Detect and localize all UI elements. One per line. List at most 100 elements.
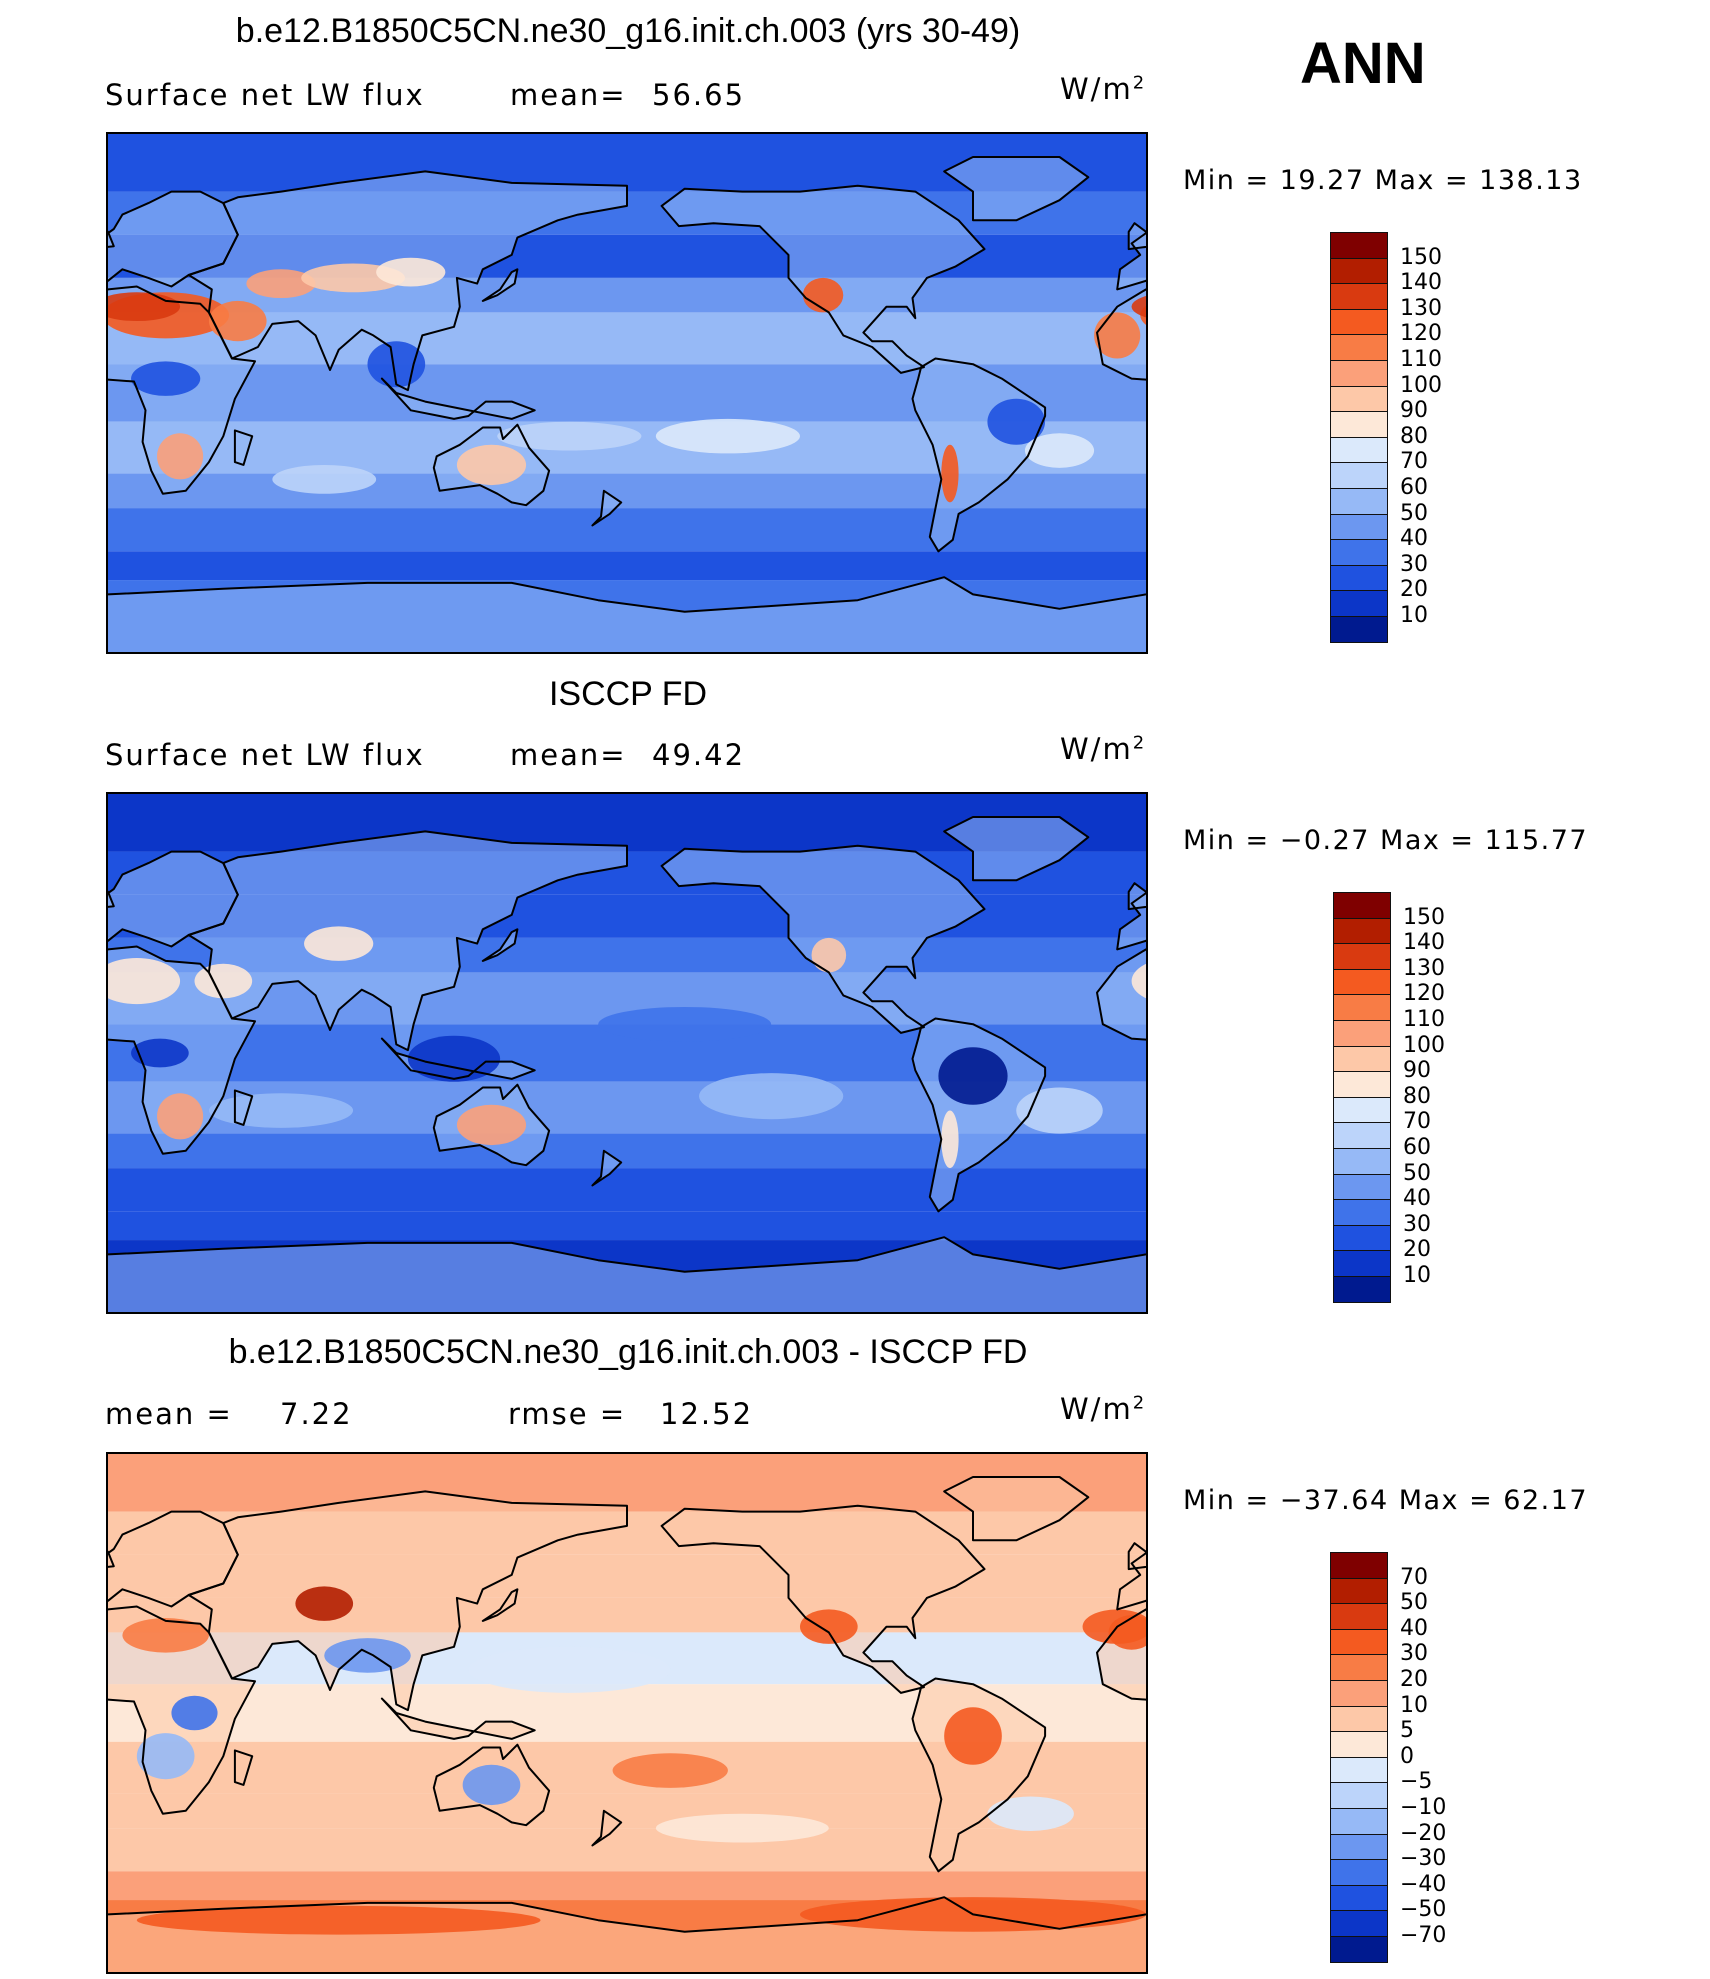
colorbar-tick-label: 0 <box>1400 1743 1414 1769</box>
colorbar-swatch <box>1330 1628 1388 1656</box>
field-feature <box>462 1764 521 1806</box>
colorbar-tick-label: 70 <box>1400 1564 1428 1590</box>
season-label: ANN <box>1300 31 1426 96</box>
mean-value: 7.22 <box>280 1397 353 1431</box>
field-feature <box>699 1073 844 1120</box>
mean-label: mean= <box>510 738 627 772</box>
field-feature <box>456 1104 527 1146</box>
colorbar-tick-label: 130 <box>1400 295 1442 321</box>
field-feature <box>136 1905 541 1935</box>
coastlines <box>108 816 1146 1273</box>
colorbar-swatch <box>1330 257 1388 285</box>
colorbar-tick-label: 5 <box>1400 1718 1414 1744</box>
field-feature <box>938 1047 1008 1105</box>
field-feature <box>157 433 204 480</box>
units-label: W/m2 <box>1060 72 1146 106</box>
colorbar-swatch <box>1333 892 1391 919</box>
colorbar-tick-label: −10 <box>1400 1795 1447 1820</box>
field-feature <box>598 1006 772 1042</box>
colorbar-swatch <box>1330 308 1388 336</box>
colorbar-tick-label: 50 <box>1403 1160 1431 1186</box>
map-obs <box>106 792 1148 1314</box>
colorbar-swatch <box>1330 1552 1388 1579</box>
colorbar-tick-label: 80 <box>1400 423 1428 449</box>
colorbar-tick-label: 140 <box>1400 270 1442 296</box>
units-label: W/m2 <box>1060 732 1146 766</box>
coastlines <box>108 1476 1146 1933</box>
map-diff <box>106 1452 1148 1974</box>
colorbar-swatch <box>1333 1020 1391 1047</box>
field-band <box>108 1828 1146 1872</box>
field-feature <box>272 464 377 494</box>
colorbar-swatch <box>1330 385 1388 413</box>
colorbar-swatch <box>1333 1199 1391 1226</box>
colorbar-tick-label: −20 <box>1400 1820 1447 1846</box>
colorbar-swatch <box>1330 1936 1388 1963</box>
field-band <box>108 508 1146 552</box>
colorbar-diff: 70 50 40 30 20 10 5 0 −5 −10 −20 −30 −40 −50 −70 <box>1330 1552 1490 1963</box>
field-feature <box>246 269 316 299</box>
field-feature <box>456 444 527 486</box>
range-text: Min = −0.27 Max = 115.77 <box>1183 825 1589 856</box>
rmse-label: rmse = <box>508 1397 627 1431</box>
units-text: W/m <box>1060 72 1133 106</box>
colorbar-swatch <box>1333 917 1391 945</box>
colorbar-tick-label: 10 <box>1403 1263 1431 1288</box>
map-model <box>106 132 1148 654</box>
colorbar-obs: 150 140 130 120 110 100 90 80 70 60 50 40 30 20 10 <box>1333 892 1493 1303</box>
field-feature <box>1094 312 1141 359</box>
colorbar-swatch <box>1330 1884 1388 1912</box>
units-sup: 2 <box>1132 1392 1147 1414</box>
colorbar-tick-label: 90 <box>1403 1058 1431 1084</box>
colorbar-swatch <box>1333 1250 1391 1277</box>
colorbar-tick-label: −5 <box>1400 1769 1433 1795</box>
colorbar-swatch <box>1330 1680 1388 1707</box>
field-feature <box>376 257 446 287</box>
field-band <box>108 1168 1146 1212</box>
field-feature <box>108 958 181 1005</box>
colorbar-swatch <box>1330 1859 1388 1886</box>
field-feature <box>655 1813 829 1843</box>
colorbar-swatch <box>1330 1731 1388 1758</box>
field-feature <box>987 398 1046 445</box>
field-band <box>108 1871 1146 1901</box>
colorbar-model: 150 140 130 120 110 100 90 80 70 60 50 40 30 20 10 <box>1330 232 1490 643</box>
range-text: Min = −37.64 Max = 62.17 <box>1183 1485 1589 1516</box>
colorbar-tick-label: −50 <box>1400 1897 1447 1923</box>
mean-label: mean = <box>105 1397 233 1431</box>
colorbar-tick-label: 50 <box>1400 500 1428 526</box>
rmse-value: 12.52 <box>660 1397 754 1431</box>
colorbar-swatch <box>1330 1756 1388 1784</box>
colorbar-tick-label: 130 <box>1403 955 1445 981</box>
colorbar-tick-label: 120 <box>1400 321 1442 347</box>
colorbar-tick-label: 110 <box>1403 1007 1445 1032</box>
colorbar-tick-label: 70 <box>1400 449 1428 475</box>
mean-label: mean= <box>510 78 627 112</box>
field-feature <box>171 1695 218 1731</box>
field-feature <box>1131 295 1146 318</box>
panel-title: b.e12.B1850C5CN.ne30_g16.init.ch.003 - I… <box>228 1333 1028 1371</box>
colorbar-swatch <box>1330 411 1388 438</box>
map-svg-diff <box>108 1454 1146 1972</box>
colorbar-swatch <box>1330 360 1388 387</box>
field-feature <box>468 1646 671 1693</box>
field-feature <box>304 926 374 961</box>
field-feature <box>1024 433 1095 468</box>
colorbar-swatch <box>1330 539 1388 566</box>
field-feature <box>157 1093 204 1140</box>
field-feature <box>1131 963 1146 999</box>
field-band <box>108 1211 1146 1241</box>
colorbar-tick-label: 40 <box>1400 1615 1428 1641</box>
colorbar-tick-label: 60 <box>1403 1135 1431 1160</box>
map-svg-obs <box>108 794 1146 1312</box>
colorbar-tick-label: 20 <box>1400 1667 1428 1692</box>
colorbar-swatch <box>1330 488 1388 515</box>
colorbar-tick-label: 20 <box>1400 577 1428 603</box>
colorbar-tick-label: 120 <box>1403 981 1445 1007</box>
colorbar-swatch <box>1330 1833 1388 1861</box>
colorbar-tick-label: 10 <box>1400 1692 1428 1718</box>
units-sup: 2 <box>1132 72 1147 94</box>
field-feature <box>941 1110 959 1169</box>
colorbar-tick-label: −70 <box>1400 1923 1447 1948</box>
colorbar-tick-label: 10 <box>1400 603 1428 628</box>
